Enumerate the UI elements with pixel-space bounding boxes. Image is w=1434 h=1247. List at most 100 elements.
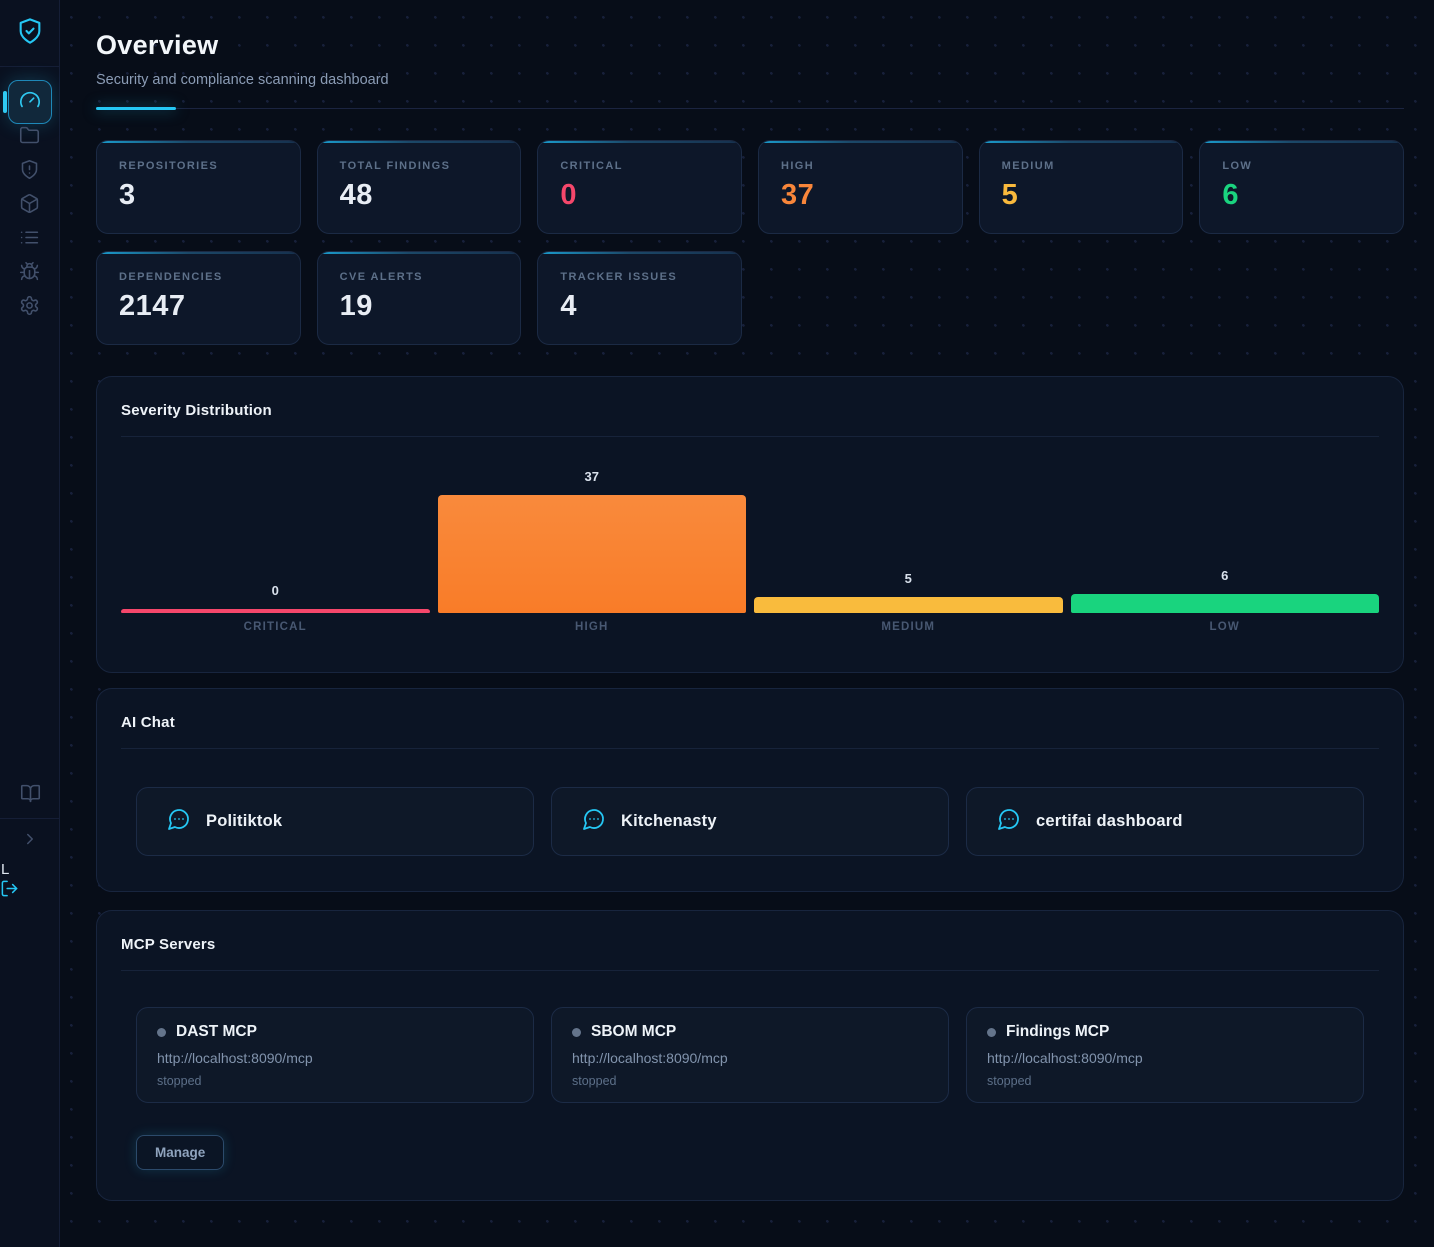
user-label: L — [1, 861, 10, 878]
chat-row: Politiktok Kitchenasty — [136, 787, 1364, 856]
section-head: MCP Servers — [121, 911, 1379, 971]
collapse-button[interactable] — [0, 821, 60, 861]
bar-value-label: 6 — [1221, 568, 1229, 583]
sidebar-nav — [0, 67, 59, 326]
book-icon — [20, 783, 41, 809]
main-content: Overview Security and compliance scannin… — [60, 0, 1434, 1247]
sidebar-item-tracker[interactable] — [8, 220, 52, 260]
ai-chat-title: AI Chat — [121, 714, 175, 731]
page-title: Overview — [96, 30, 219, 60]
stat-label: CVE ALERTS — [339, 271, 423, 283]
active-tab-underline — [96, 107, 176, 110]
sidebar-user-row: L — [0, 861, 59, 901]
stat-label: HIGH — [781, 160, 815, 172]
server-url: http://localhost:8090/mcp — [572, 1050, 728, 1066]
stat-value: 6 — [1222, 179, 1239, 211]
stat-label: DEPENDENCIES — [119, 271, 223, 283]
bar-critical — [121, 609, 430, 613]
section-divider — [121, 970, 1379, 971]
manage-button[interactable]: Manage — [136, 1135, 225, 1170]
server-status: stopped — [987, 1074, 1032, 1088]
server-status-dot — [572, 1027, 581, 1037]
chat-card-kitchenasty[interactable]: Kitchenasty — [551, 787, 949, 856]
server-row: DAST MCP http://localhost:8090/mcp stopp… — [136, 1007, 1364, 1103]
sidebar-item-settings[interactable] — [8, 288, 52, 328]
docs-button[interactable] — [0, 776, 60, 816]
shield-check-icon — [16, 17, 44, 50]
app-logo — [0, 0, 59, 67]
page-subtitle: Security and compliance scanning dashboa… — [96, 72, 389, 88]
sidebar-item-dashboard[interactable] — [2, 80, 52, 124]
gauge-icon — [19, 89, 41, 116]
server-card-dast[interactable]: DAST MCP http://localhost:8090/mcp stopp… — [136, 1007, 534, 1103]
chat-name: Kitchenasty — [621, 812, 717, 830]
stat-value: 0 — [560, 179, 577, 211]
chat-name: Politiktok — [206, 812, 283, 830]
ai-chat-card: AI Chat Politiktok — [96, 688, 1404, 892]
mcp-servers-card: MCP Servers DAST MCP http://localhost:80… — [96, 910, 1404, 1201]
stat-label: REPOSITORIES — [119, 160, 219, 172]
bar-slot-high: 37 — [437, 469, 746, 613]
bar-cat-critical: CRITICAL — [243, 621, 307, 633]
stat-label: TOTAL FINDINGS — [339, 160, 451, 172]
server-url: http://localhost:8090/mcp — [157, 1050, 313, 1066]
severity-distribution-card: Severity Distribution 0 37 5 6 — [96, 376, 1404, 673]
server-title: DAST MCP — [157, 1023, 513, 1041]
chat-name: certifai dashboard — [1036, 812, 1183, 830]
sidebar: L — [0, 0, 60, 1247]
stat-card-tracker-issues: TRACKER ISSUES 4 — [537, 251, 742, 345]
stat-value: 2147 — [119, 290, 186, 322]
stat-value: 37 — [781, 179, 815, 211]
logout-icon[interactable] — [0, 879, 19, 903]
stat-value: 4 — [560, 290, 577, 322]
folder-icon — [19, 125, 40, 151]
bar-slot-low: 6 — [1070, 568, 1379, 613]
shield-alert-icon — [19, 159, 40, 185]
bar-category-labels: CRITICAL HIGH MEDIUM LOW — [121, 621, 1379, 633]
stat-card-dependencies: DEPENDENCIES 2147 — [96, 251, 301, 345]
server-title: SBOM MCP — [572, 1023, 928, 1041]
bar-cat-low: LOW — [1209, 621, 1240, 633]
stat-card-cve-alerts: CVE ALERTS 19 — [316, 251, 522, 345]
stat-card-total-findings: TOTAL FINDINGS 48 — [316, 140, 522, 234]
bar-slot-critical: 0 — [121, 583, 430, 613]
bar-high — [437, 495, 746, 613]
stat-card-low: LOW 6 — [1199, 140, 1404, 234]
bar-cat-medium: MEDIUM — [881, 621, 936, 633]
list-icon — [19, 227, 40, 253]
stats-grid: REPOSITORIES 3 TOTAL FINDINGS 48 CRITICA… — [96, 140, 1404, 345]
bar-cat-high: HIGH — [574, 621, 609, 633]
sidebar-footer-divider — [0, 818, 59, 819]
bar-medium — [754, 597, 1063, 613]
stat-card-high: HIGH 37 — [758, 140, 963, 234]
sidebar-item-dependencies[interactable] — [8, 186, 52, 226]
stat-card-critical: CRITICAL 0 — [537, 140, 742, 234]
stat-card-repositories: REPOSITORIES 3 — [96, 140, 301, 234]
sidebar-footer: L — [0, 776, 59, 901]
chat-card-certifai-dashboard[interactable]: certifai dashboard — [966, 787, 1364, 856]
gear-icon — [19, 295, 40, 321]
stat-card-medium: MEDIUM 5 — [978, 140, 1184, 234]
server-card-sbom[interactable]: SBOM MCP http://localhost:8090/mcp stopp… — [551, 1007, 949, 1103]
sidebar-item-repositories[interactable] — [8, 118, 52, 158]
bug-icon — [19, 261, 40, 287]
bar-slot-medium: 5 — [754, 571, 1063, 613]
stat-label: LOW — [1222, 160, 1253, 172]
severity-bar-chart: 0 37 5 6 — [121, 463, 1379, 613]
chat-card-politiktok[interactable]: Politiktok — [136, 787, 534, 856]
stat-label: TRACKER ISSUES — [560, 271, 678, 283]
server-title: Findings MCP — [987, 1023, 1343, 1041]
sidebar-item-cve[interactable] — [8, 254, 52, 294]
chevron-right-icon — [21, 830, 39, 853]
stat-label: CRITICAL — [560, 160, 623, 172]
server-name: Findings MCP — [1006, 1023, 1110, 1040]
stat-value: 48 — [339, 179, 373, 211]
stat-value: 5 — [1001, 179, 1019, 211]
sidebar-item-findings[interactable] — [8, 152, 52, 192]
server-card-findings[interactable]: Findings MCP http://localhost:8090/mcp s… — [966, 1007, 1364, 1103]
server-name: DAST MCP — [176, 1023, 257, 1040]
stat-value: 3 — [119, 179, 136, 211]
bar-value-label: 0 — [271, 583, 279, 598]
section-head: Severity Distribution — [121, 377, 1379, 437]
